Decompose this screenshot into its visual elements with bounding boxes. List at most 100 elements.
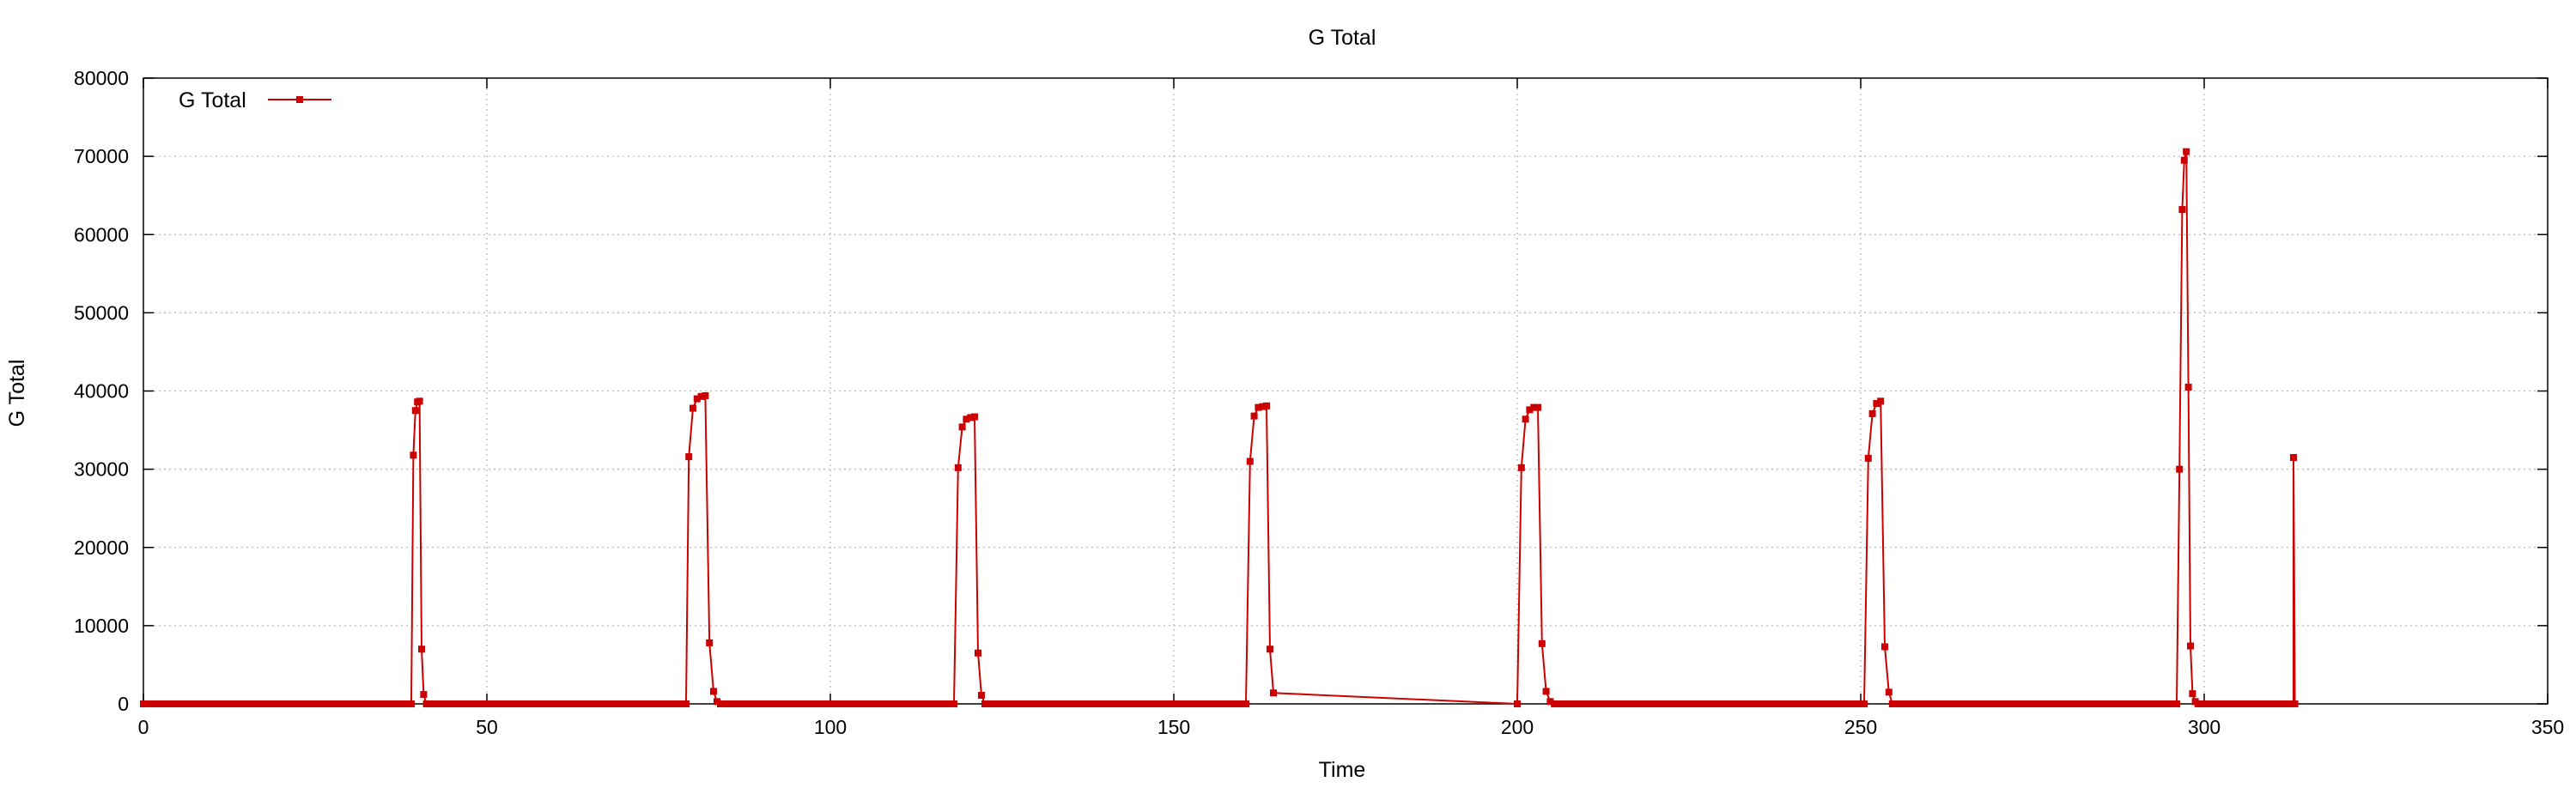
data-point — [289, 700, 296, 707]
data-point — [1762, 700, 1770, 707]
data-point — [2276, 700, 2284, 707]
data-point — [2225, 700, 2233, 707]
data-point — [1131, 700, 1138, 707]
data-point — [505, 700, 513, 707]
data-point — [1597, 700, 1605, 707]
data-point — [207, 700, 214, 707]
data-point — [2136, 700, 2143, 707]
data-point — [2089, 700, 2097, 707]
data-point — [1136, 700, 1143, 707]
data-point — [438, 700, 446, 707]
data-point — [1234, 700, 1241, 707]
data-point — [1613, 700, 1620, 707]
data-point — [1772, 700, 1780, 707]
data-point — [2151, 700, 2159, 707]
data-point — [140, 700, 147, 707]
data-point — [1919, 700, 1927, 707]
data-point — [155, 700, 162, 707]
data-point — [1084, 700, 1091, 707]
data-point — [1986, 700, 1994, 707]
data-point — [2194, 700, 2202, 707]
data-point — [212, 700, 219, 707]
data-point — [1996, 700, 2004, 707]
data-point — [356, 700, 363, 707]
data-point — [1861, 700, 1868, 707]
data-point — [2084, 700, 2092, 707]
data-point — [197, 700, 204, 707]
data-point — [649, 700, 657, 707]
data-point — [2069, 700, 2076, 707]
data-point — [1242, 700, 1249, 707]
data-point — [1224, 700, 1230, 707]
data-point — [1888, 700, 1896, 707]
data-point — [598, 700, 605, 707]
data-point — [887, 700, 894, 707]
data-point — [1587, 700, 1595, 707]
y-tick-label: 0 — [118, 693, 129, 715]
data-point — [1950, 700, 1958, 707]
data-point — [2220, 700, 2227, 707]
data-point — [1659, 700, 1667, 707]
data-point — [1664, 700, 1672, 707]
data-point — [820, 700, 827, 707]
data-point — [1767, 700, 1775, 707]
data-point — [2281, 700, 2289, 707]
data-point — [233, 700, 240, 707]
data-point — [892, 700, 899, 707]
data-point — [2178, 206, 2186, 214]
data-point — [1643, 700, 1651, 707]
data-point — [1270, 689, 1277, 697]
data-point — [706, 639, 714, 646]
data-point — [408, 700, 415, 707]
data-point — [1069, 700, 1076, 707]
data-point — [448, 700, 456, 707]
data-point — [1721, 700, 1728, 707]
data-point — [805, 700, 811, 707]
data-point — [902, 700, 909, 707]
data-point — [377, 700, 384, 707]
data-point — [958, 423, 966, 431]
data-point — [1893, 700, 1901, 707]
data-point — [2007, 700, 2014, 707]
data-point — [2115, 700, 2123, 707]
data-point — [697, 392, 705, 400]
data-point — [422, 700, 430, 707]
data-point — [1551, 700, 1558, 707]
data-point — [1577, 700, 1584, 707]
data-point — [1731, 700, 1739, 707]
data-point — [981, 700, 988, 707]
data-point — [1618, 700, 1625, 707]
data-point — [1582, 700, 1589, 707]
data-point — [166, 700, 173, 707]
data-point — [2166, 700, 2174, 707]
data-point — [769, 700, 775, 707]
data-point — [1628, 700, 1636, 707]
data-point — [1592, 700, 1600, 707]
data-point — [794, 700, 801, 707]
data-point — [336, 700, 343, 707]
data-point — [258, 700, 265, 707]
tick-layer: 0 50 100 150 200 250 300 350 0 10000 20000 30000 400… — [74, 67, 2564, 738]
data-point — [693, 395, 701, 403]
data-point — [1716, 700, 1723, 707]
data-point — [1981, 700, 1989, 707]
data-point — [861, 700, 868, 707]
data-point — [372, 700, 379, 707]
data-point — [2261, 700, 2269, 707]
data-point — [1229, 700, 1236, 707]
data-point — [341, 700, 348, 707]
data-point — [841, 700, 848, 707]
data-point — [325, 700, 332, 707]
data-point — [779, 700, 786, 707]
data-point — [243, 700, 250, 707]
data-point — [659, 700, 667, 707]
data-point — [1064, 700, 1071, 707]
data-point — [613, 700, 621, 707]
data-point — [2204, 700, 2212, 707]
data-point — [279, 700, 286, 707]
data-point — [732, 700, 739, 707]
data-point — [1855, 700, 1862, 707]
data-point — [1263, 402, 1270, 409]
data-point — [222, 700, 229, 707]
